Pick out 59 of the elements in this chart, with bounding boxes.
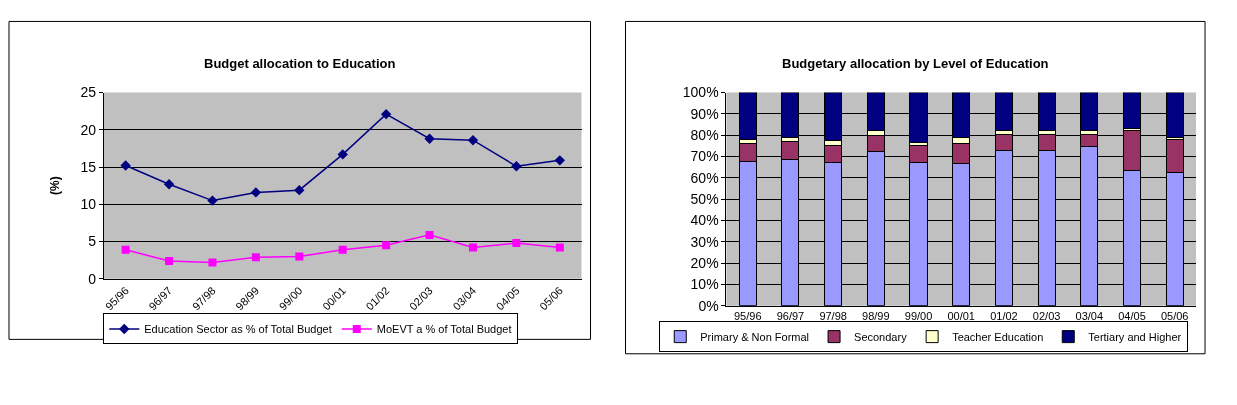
point bbox=[165, 256, 174, 265]
legend-label: Education Sector as % of Total Budget bbox=[144, 323, 332, 336]
y-tick-label: 20 bbox=[80, 121, 97, 138]
legend-label: Tertiary and Higher bbox=[1088, 330, 1182, 343]
point bbox=[382, 241, 391, 250]
point bbox=[295, 252, 304, 261]
x-tick-label: 95/96 bbox=[734, 309, 762, 322]
y-tick-label: 60% bbox=[690, 169, 719, 186]
y-tick-label: 0% bbox=[698, 297, 719, 314]
y-tick-label: 5 bbox=[88, 233, 97, 250]
y-tick-label: 30% bbox=[690, 233, 719, 250]
point bbox=[208, 258, 217, 267]
x-tick-label: 98/99 bbox=[862, 309, 890, 322]
point bbox=[467, 135, 479, 146]
point bbox=[380, 108, 392, 120]
x-tick-label: 97/98 bbox=[819, 309, 847, 322]
legend-label: Teacher Education bbox=[952, 330, 1044, 343]
point bbox=[250, 187, 262, 198]
y-tick-label: 70% bbox=[690, 148, 719, 165]
x-tick-label: 05/06 bbox=[1160, 309, 1189, 322]
y-tick-label: 20% bbox=[690, 255, 719, 271]
y-tick-label: 25 bbox=[80, 84, 97, 101]
point bbox=[555, 243, 564, 252]
legend-label: Secondary bbox=[854, 330, 908, 343]
y-tick-label: 50% bbox=[690, 191, 719, 208]
x-tick-label: 02/03 bbox=[1032, 309, 1061, 322]
point bbox=[121, 245, 130, 254]
point bbox=[512, 239, 521, 248]
y-tick-label: 15 bbox=[80, 158, 97, 175]
legend-label: MoEVT a % of Total Budget bbox=[376, 323, 512, 336]
y-tick-label: 80% bbox=[690, 127, 719, 144]
y-tick-label: 100% bbox=[682, 84, 719, 101]
chart-title: Budget allocation to Education bbox=[204, 56, 396, 71]
chart-title: Budgetary allocation by Level of Education bbox=[782, 56, 1049, 71]
legend-label: Primary & Non Formal bbox=[700, 330, 810, 343]
point bbox=[120, 160, 131, 171]
point bbox=[338, 245, 347, 254]
x-tick-label: 99/00 bbox=[904, 309, 933, 322]
point bbox=[511, 161, 522, 172]
point bbox=[337, 149, 348, 160]
y-tick-label: 10 bbox=[80, 196, 97, 213]
x-tick-label: 00/01 bbox=[947, 309, 975, 322]
x-tick-label: 96/97 bbox=[776, 309, 805, 322]
point bbox=[251, 253, 260, 262]
x-tick-label: 04/05 bbox=[1118, 309, 1146, 322]
y-tick-label: 0 bbox=[88, 270, 97, 287]
point bbox=[424, 133, 435, 144]
x-tick-label: 03/04 bbox=[1075, 309, 1104, 322]
point bbox=[163, 179, 175, 190]
point bbox=[468, 243, 477, 252]
y-tick-label: 90% bbox=[690, 105, 719, 122]
point bbox=[554, 155, 566, 166]
point bbox=[425, 230, 434, 239]
point bbox=[207, 195, 218, 206]
x-tick-label: 01/02 bbox=[990, 309, 1018, 322]
point bbox=[294, 184, 305, 196]
y-axis-title: (%) bbox=[47, 176, 62, 196]
y-tick-label: 40% bbox=[690, 212, 719, 229]
y-tick-label: 10% bbox=[690, 276, 719, 293]
